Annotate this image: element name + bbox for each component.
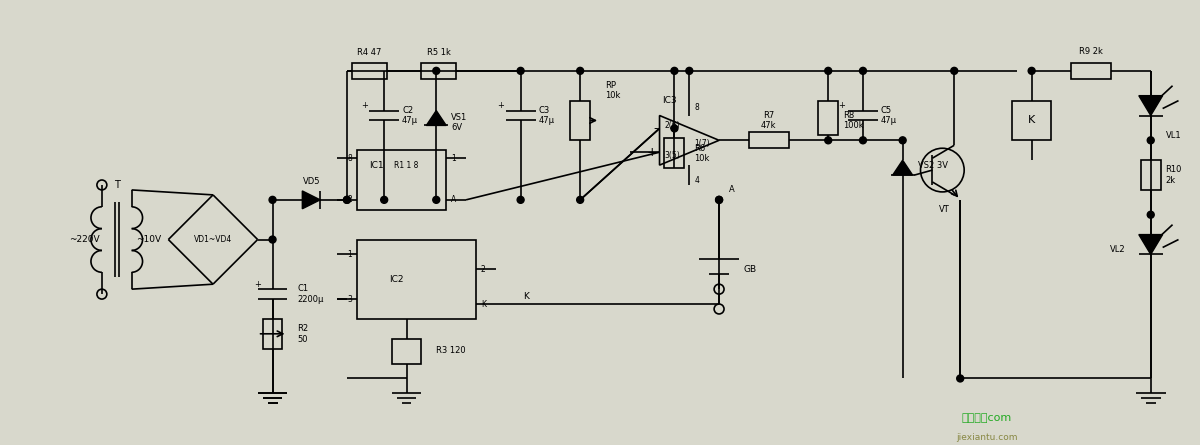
Text: R2
50: R2 50 <box>298 324 308 344</box>
Text: A: A <box>728 186 734 194</box>
Circle shape <box>671 67 678 74</box>
Text: R6
10k: R6 10k <box>695 143 709 163</box>
Polygon shape <box>1139 235 1163 255</box>
Text: A: A <box>451 195 456 204</box>
Polygon shape <box>426 110 446 125</box>
Circle shape <box>380 196 388 203</box>
Text: 8: 8 <box>695 103 700 112</box>
Circle shape <box>269 196 276 203</box>
Circle shape <box>715 196 722 203</box>
Text: K: K <box>481 299 486 308</box>
Circle shape <box>517 67 524 74</box>
Text: K: K <box>1028 115 1036 125</box>
Text: R5 1k: R5 1k <box>427 49 451 57</box>
Text: VS1
6V: VS1 6V <box>451 113 468 132</box>
Circle shape <box>433 196 439 203</box>
Text: R8
100k: R8 100k <box>844 111 864 130</box>
Text: 8: 8 <box>347 154 352 163</box>
Text: VT: VT <box>938 205 949 214</box>
Circle shape <box>577 67 583 74</box>
Bar <box>391 339 421 364</box>
Polygon shape <box>1139 96 1163 116</box>
Text: +: + <box>361 101 367 110</box>
Bar <box>665 138 684 168</box>
Text: RP
10k: RP 10k <box>605 81 620 101</box>
Text: T: T <box>114 180 120 190</box>
Text: 3(5): 3(5) <box>665 151 680 160</box>
Text: C3
47μ: C3 47μ <box>539 106 554 125</box>
Text: 1: 1 <box>347 250 352 259</box>
Circle shape <box>517 196 524 203</box>
Bar <box>1012 101 1051 140</box>
Circle shape <box>269 236 276 243</box>
Circle shape <box>343 196 350 203</box>
Circle shape <box>671 125 678 132</box>
Bar <box>263 319 282 349</box>
Circle shape <box>824 67 832 74</box>
Text: 接线图．com: 接线图．com <box>962 413 1012 423</box>
Text: ~220V: ~220V <box>68 235 100 244</box>
Polygon shape <box>302 191 320 209</box>
Bar <box>421 63 456 79</box>
Circle shape <box>859 67 866 74</box>
Text: +: + <box>647 146 658 159</box>
Text: jiexiantu.com: jiexiantu.com <box>956 433 1018 442</box>
Text: VD5: VD5 <box>302 178 320 186</box>
Text: R7
47k: R7 47k <box>761 111 776 130</box>
Text: -: - <box>653 122 658 135</box>
Text: R10
2k: R10 2k <box>1165 166 1182 185</box>
Bar <box>749 132 788 148</box>
Text: +: + <box>838 101 845 110</box>
Circle shape <box>715 196 722 203</box>
Text: VD1~VD4: VD1~VD4 <box>194 235 232 244</box>
Text: R9 2k: R9 2k <box>1079 47 1103 56</box>
Bar <box>356 239 476 319</box>
Text: R1 1 8: R1 1 8 <box>395 161 419 170</box>
Polygon shape <box>893 160 912 175</box>
Text: 1(7): 1(7) <box>695 139 710 148</box>
Text: 2(6): 2(6) <box>665 121 680 130</box>
Text: IC3: IC3 <box>662 96 677 105</box>
Circle shape <box>859 137 866 144</box>
Text: IC2: IC2 <box>389 275 404 284</box>
Circle shape <box>577 196 583 203</box>
Circle shape <box>686 67 692 74</box>
Text: C1
2200μ: C1 2200μ <box>298 284 324 304</box>
Text: K: K <box>523 291 528 301</box>
Text: 1: 1 <box>451 154 456 163</box>
Text: GB: GB <box>744 265 757 274</box>
Bar <box>356 150 446 210</box>
Text: R4 47: R4 47 <box>358 49 382 57</box>
Text: ~10V: ~10V <box>136 235 161 244</box>
Text: C5
47μ: C5 47μ <box>881 106 896 125</box>
Circle shape <box>1147 211 1154 218</box>
Text: VS2 3V: VS2 3V <box>918 161 948 170</box>
Text: R3 120: R3 120 <box>437 346 466 355</box>
Circle shape <box>956 375 964 382</box>
Bar <box>1141 160 1160 190</box>
Circle shape <box>433 67 439 74</box>
Bar <box>570 101 590 140</box>
Text: VL1: VL1 <box>1165 131 1181 140</box>
Text: +: + <box>497 101 504 110</box>
Bar <box>1072 63 1111 79</box>
Text: +: + <box>254 280 262 289</box>
Text: C2
47μ: C2 47μ <box>402 106 418 125</box>
Text: 2: 2 <box>347 195 352 204</box>
Text: VL2: VL2 <box>1110 245 1126 254</box>
Text: 4: 4 <box>695 175 700 185</box>
Circle shape <box>1147 137 1154 144</box>
Circle shape <box>343 196 350 203</box>
Text: 2: 2 <box>481 265 486 274</box>
Circle shape <box>824 137 832 144</box>
Circle shape <box>950 67 958 74</box>
Bar <box>818 101 838 135</box>
Bar <box>352 63 386 79</box>
Circle shape <box>899 137 906 144</box>
Text: IC1: IC1 <box>370 161 384 170</box>
Text: 3: 3 <box>347 295 352 303</box>
Circle shape <box>1028 67 1036 74</box>
